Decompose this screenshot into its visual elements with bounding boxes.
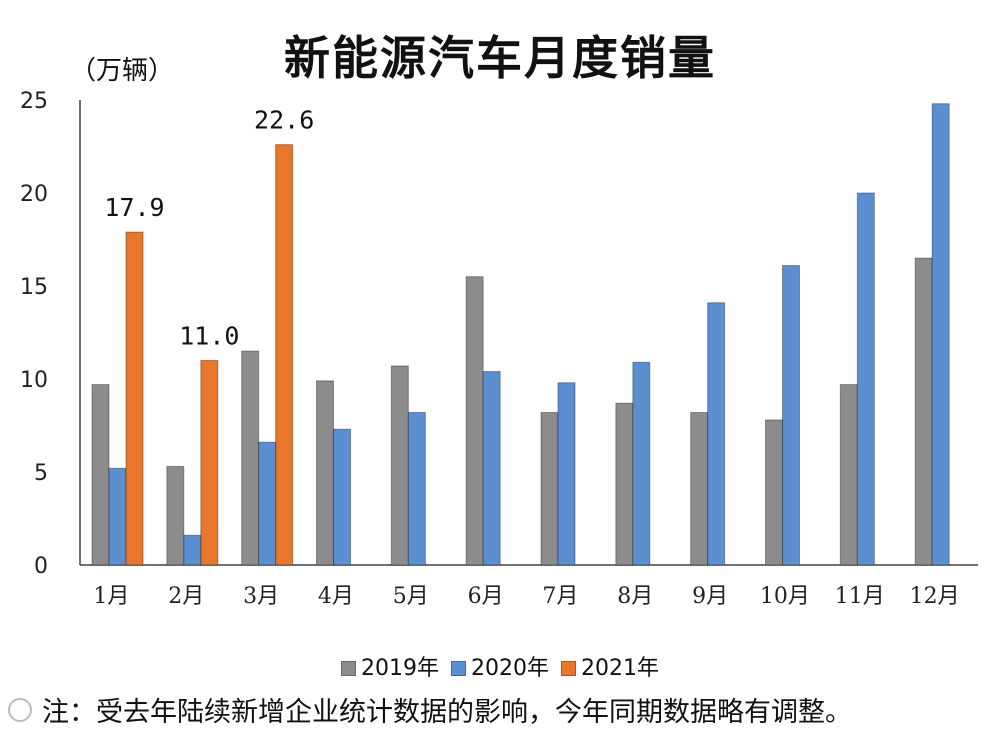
chart-bars [91, 103, 950, 566]
x-tick-label: 4月 [318, 584, 354, 609]
bar-2020年-8月 [632, 361, 651, 566]
bar-2020年-3月 [258, 441, 277, 566]
x-tick-label: 1月 [93, 584, 129, 609]
bar-2020年-5月 [407, 411, 426, 566]
bar-2020年-12月 [931, 103, 950, 566]
x-tick-label: 9月 [692, 584, 728, 609]
x-tick-label: 8月 [617, 584, 653, 609]
footnote: 注：受去年陆续新增企业统计数据的影响，今年同期数据略有调整。 [42, 697, 852, 728]
chart-axes: 0 5 10 15 20 25 1月 2月 3月 4月 5月 6月 7月 8月 9月 10月 11月 12月 [20, 89, 978, 609]
bar-2020年-10月 [782, 265, 800, 566]
bar-2020年-6月 [482, 371, 501, 566]
y-tick-label: 0 [34, 554, 48, 579]
chart-labels: 17.9 11.0 22.6 [104, 106, 314, 351]
x-tick-label: 10月 [760, 584, 810, 609]
legend-swatch [561, 661, 576, 676]
chart-legend: 2019年 2020年 2021年 [0, 650, 1000, 682]
y-tick-label: 20 [20, 182, 48, 207]
bar-2019年-2月 [166, 465, 185, 566]
x-tick-label: 2月 [168, 584, 204, 609]
bar-2020年-4月 [333, 428, 351, 566]
x-tick-label: 6月 [468, 584, 504, 609]
bar-2019年-7月 [540, 411, 559, 566]
y-axis-unit-label: （万辆） [70, 56, 175, 86]
bar-2020年-9月 [707, 302, 726, 566]
bar-2020年-2月 [183, 534, 202, 566]
bar-2019年-3月 [241, 350, 260, 566]
bar-2019年-12月 [914, 257, 933, 566]
bar-2019年-6月 [465, 276, 484, 566]
chart-title: 新能源汽车月度销量 [284, 31, 716, 85]
data-label: 11.0 [179, 321, 239, 350]
y-tick-label: 10 [20, 368, 48, 393]
legend-swatch [341, 661, 356, 676]
x-tick-label: 12月 [910, 584, 960, 609]
bar-2020年-1月 [108, 467, 127, 566]
x-tick-label: 11月 [835, 584, 885, 609]
legend-item: 2020年 [451, 650, 549, 682]
bar-2020年-7月 [557, 382, 576, 566]
x-tick-label: 7月 [542, 584, 578, 609]
x-tick-label: 3月 [243, 584, 279, 609]
y-tick-label: 15 [20, 275, 48, 300]
y-tick-label: 5 [34, 461, 48, 486]
bar-2021年-1月 [125, 231, 144, 566]
data-label: 22.6 [254, 106, 314, 135]
bar-chart: 0 5 10 15 20 25 1月 2月 3月 4月 5月 6月 7月 8月 9月 10月 11月 12月 17… [20, 89, 978, 609]
bar-2019年-4月 [316, 380, 334, 566]
legend-item: 2021年 [561, 650, 659, 682]
legend-swatch [451, 661, 466, 676]
bar-2019年-11月 [839, 384, 858, 566]
bar-2021年-3月 [275, 144, 294, 566]
bar-2019年-8月 [615, 402, 634, 566]
bar-2019年-10月 [765, 419, 783, 566]
bar-2019年-5月 [390, 365, 409, 566]
data-label: 17.9 [104, 193, 164, 222]
legend-item: 2019年 [341, 650, 439, 682]
bar-2019年-9月 [690, 411, 709, 566]
bar-2020年-11月 [856, 192, 875, 566]
x-tick-label: 5月 [393, 584, 429, 609]
legend-label: 2019年 [361, 656, 439, 681]
watermark-logo-icon [8, 698, 32, 722]
bar-2021年-2月 [200, 359, 219, 566]
bar-2019年-1月 [91, 384, 110, 566]
legend-label: 2020年 [471, 656, 549, 681]
legend-label: 2021年 [581, 656, 659, 681]
y-tick-label: 25 [20, 89, 48, 114]
